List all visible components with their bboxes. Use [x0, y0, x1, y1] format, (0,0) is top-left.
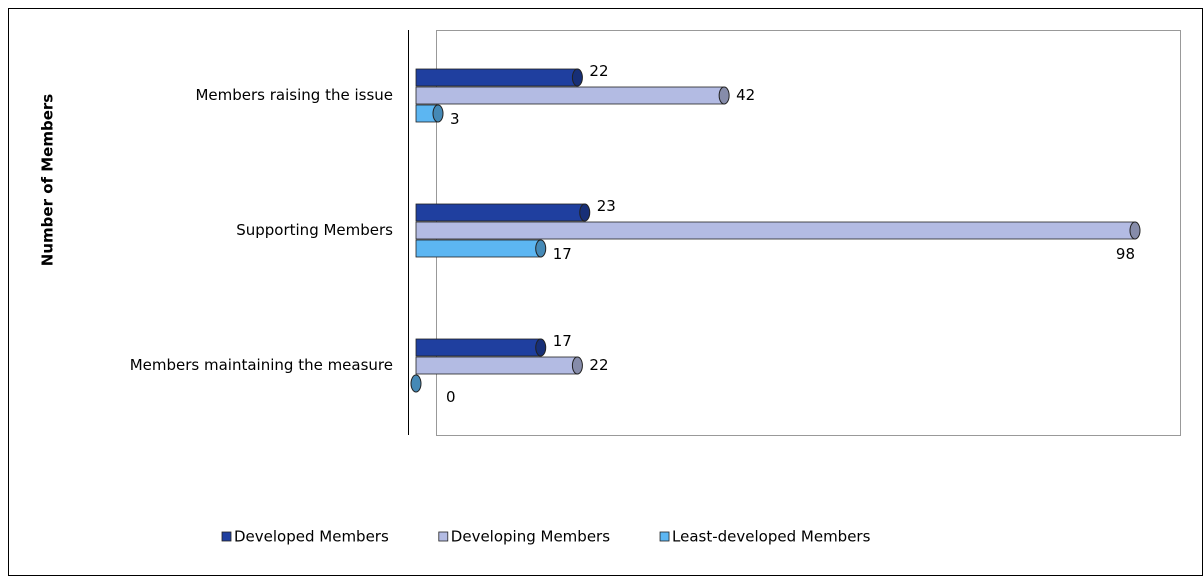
data-label: 3 [450, 110, 460, 128]
bar-cap [410, 374, 422, 393]
y-axis-title: Number of Members [39, 94, 57, 266]
legend-swatch [438, 531, 449, 542]
bar-body [415, 221, 1136, 240]
bar [415, 338, 547, 357]
bar-body [415, 68, 578, 87]
data-label: 23 [597, 197, 616, 215]
y-tick-label: Supporting Members [236, 221, 393, 239]
bar [415, 86, 730, 105]
data-label: 0 [446, 388, 456, 406]
bar-cap [579, 203, 591, 222]
bar [415, 68, 583, 87]
bar-body [415, 356, 578, 375]
legend-swatch [221, 531, 232, 542]
bar [415, 203, 591, 222]
bar-cap [1129, 221, 1141, 240]
y-tick-label: Members maintaining the measure [130, 356, 393, 374]
bar-body [415, 338, 542, 357]
data-label: 22 [589, 356, 608, 374]
bar [415, 104, 444, 123]
bar [410, 374, 422, 393]
legend-label: Developing Members [451, 528, 610, 546]
bar [415, 239, 547, 258]
bar-cap [432, 104, 444, 123]
bar-cap [535, 239, 547, 258]
bar [415, 356, 583, 375]
bar [415, 221, 1141, 240]
data-label: 17 [553, 332, 572, 350]
data-label: 17 [553, 245, 572, 263]
legend-swatch [659, 531, 670, 542]
bar-body [415, 239, 542, 258]
data-label: 98 [1116, 245, 1135, 263]
bar-cap [718, 86, 730, 105]
bar-cap [571, 68, 583, 87]
bar-cap [535, 338, 547, 357]
bar-body [415, 86, 725, 105]
legend-label: Developed Members [234, 528, 389, 546]
legend-label: Least-developed Members [672, 528, 871, 546]
data-label: 22 [589, 62, 608, 80]
y-tick-label: Members raising the issue [195, 86, 393, 104]
bar-cap [571, 356, 583, 375]
data-label: 42 [736, 86, 755, 104]
bar-body [415, 203, 586, 222]
